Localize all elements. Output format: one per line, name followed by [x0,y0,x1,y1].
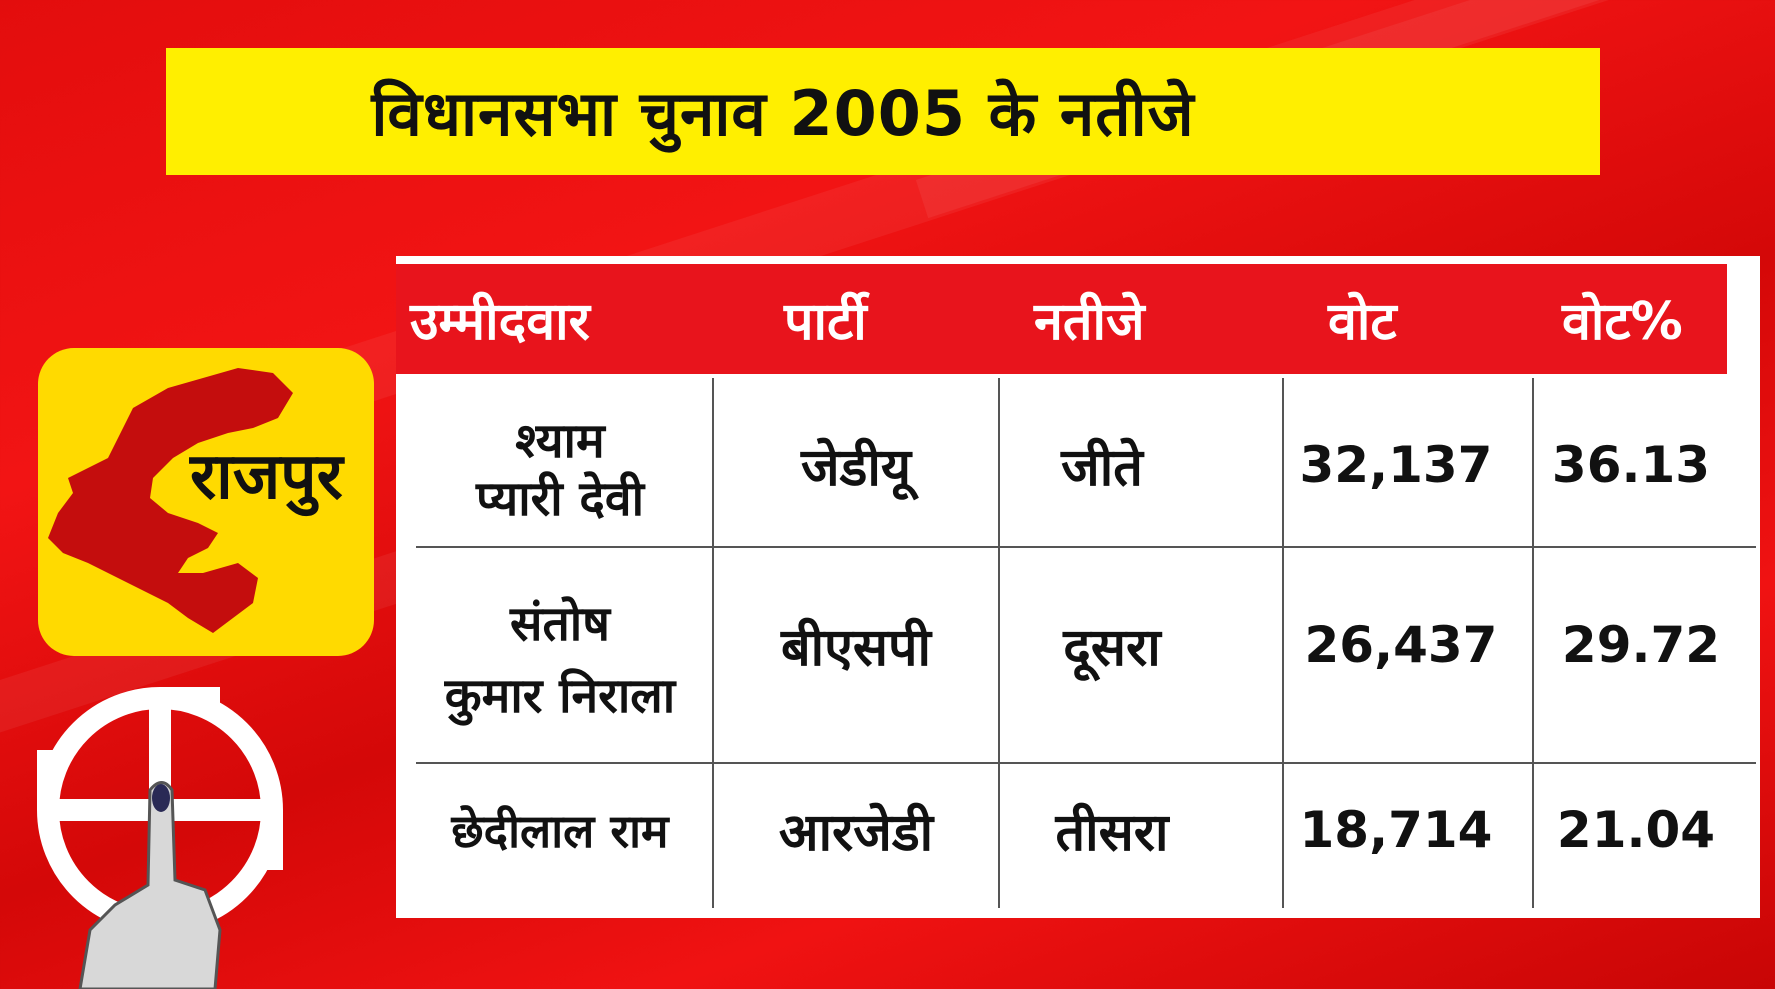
header-candidate: उम्मीदवार [410,291,590,352]
table-row-votes: 26,437 [1304,616,1498,674]
table-row-party: बीएसपी [780,617,932,678]
state-map-icon [48,368,293,633]
table-row-vote-pct: 36.13 [1551,436,1711,494]
candidate-line: श्याम [515,413,605,469]
table-row-party: आरजेडी [778,802,934,863]
header-votes: वोट [1328,291,1397,352]
page-title: विधानसभा चुनाव 2005 के नतीजे [371,76,1195,150]
table-row-candidate: छेदीलाल राम [410,770,710,890]
header-vote-pct: वोट% [1562,291,1683,352]
header-party: पार्टी [784,291,867,352]
candidate-line: छेदीलाल राम [451,804,669,858]
row-divider [416,546,1756,548]
candidate-line: प्यारी देवी [475,471,645,527]
column-divider [1532,378,1534,908]
row-divider [416,762,1756,764]
inked-finger-icon [78,781,222,989]
column-divider [998,378,1000,908]
table-row-vote-pct: 29.72 [1561,616,1721,674]
election-symbol-icon [37,687,283,989]
constituency-badge [38,348,374,656]
constituency-name: राजपुर [190,440,343,514]
header-result: नतीजे [1034,291,1145,352]
title-banner: विधानसभा चुनाव 2005 के नतीजे [166,48,1600,175]
column-divider [1282,378,1284,908]
table-row-votes: 32,137 [1299,436,1493,494]
table-row-result: तीसरा [1055,802,1169,863]
table-row-candidate: श्याम प्यारी देवी [410,400,710,540]
candidate-line: कुमार निराला [444,668,676,724]
table-row-party: जेडीयू [800,437,912,498]
column-divider [712,378,714,908]
table-row-result: दूसरा [1063,617,1161,678]
table-row-votes: 18,714 [1299,801,1493,859]
table-row-result: जीते [1061,437,1143,498]
table-row-candidate: संतोष कुमार निराला [400,580,720,740]
candidate-line: संतोष [510,596,610,652]
table-header: उम्मीदवार पार्टी नतीजे वोट वोट% [396,264,1727,374]
table-row-vote-pct: 21.04 [1556,801,1716,859]
